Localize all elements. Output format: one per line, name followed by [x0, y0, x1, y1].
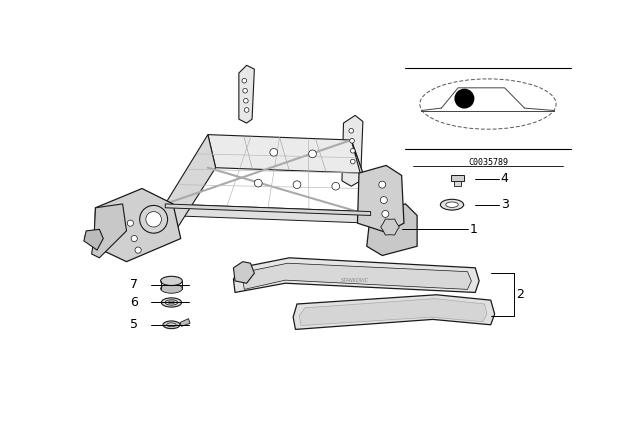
Ellipse shape: [161, 276, 182, 285]
Circle shape: [380, 197, 387, 203]
Text: 2: 2: [516, 288, 524, 301]
Polygon shape: [165, 204, 371, 215]
Circle shape: [332, 182, 340, 190]
Text: 4: 4: [501, 172, 509, 185]
Polygon shape: [243, 263, 472, 289]
Circle shape: [242, 78, 246, 83]
Circle shape: [351, 159, 355, 164]
Ellipse shape: [161, 284, 182, 293]
Text: 6: 6: [131, 296, 138, 309]
Polygon shape: [94, 189, 180, 262]
Circle shape: [254, 179, 262, 187]
Polygon shape: [358, 165, 404, 233]
Circle shape: [351, 148, 355, 153]
Text: 7: 7: [130, 278, 138, 291]
Circle shape: [349, 138, 355, 143]
Circle shape: [308, 150, 316, 158]
Polygon shape: [208, 134, 363, 173]
Circle shape: [293, 181, 301, 189]
Circle shape: [140, 206, 168, 233]
Polygon shape: [293, 295, 495, 329]
Polygon shape: [454, 181, 461, 186]
Polygon shape: [300, 299, 487, 326]
Polygon shape: [367, 204, 417, 255]
Polygon shape: [451, 176, 463, 181]
Ellipse shape: [440, 199, 463, 210]
Circle shape: [243, 88, 248, 93]
Circle shape: [127, 220, 134, 226]
Text: 5: 5: [130, 318, 138, 332]
Text: STANKОVIС: STANKОVIС: [341, 278, 369, 283]
Circle shape: [349, 129, 353, 133]
Polygon shape: [234, 258, 479, 293]
Text: 1: 1: [470, 223, 477, 236]
Polygon shape: [180, 319, 190, 326]
Text: C0035789: C0035789: [468, 158, 508, 167]
Ellipse shape: [446, 202, 458, 207]
Ellipse shape: [165, 300, 178, 305]
Polygon shape: [381, 219, 399, 235]
Polygon shape: [165, 204, 371, 223]
Polygon shape: [92, 204, 127, 258]
Polygon shape: [234, 262, 254, 283]
Polygon shape: [342, 116, 363, 186]
Circle shape: [455, 89, 474, 108]
Circle shape: [382, 211, 389, 217]
Ellipse shape: [161, 298, 182, 307]
Polygon shape: [165, 134, 216, 235]
Text: 3: 3: [501, 198, 509, 211]
Polygon shape: [351, 140, 374, 223]
Circle shape: [146, 211, 161, 227]
Circle shape: [131, 236, 138, 241]
Circle shape: [379, 181, 386, 188]
Polygon shape: [84, 229, 103, 250]
Polygon shape: [239, 65, 254, 123]
Circle shape: [244, 99, 248, 103]
Circle shape: [244, 108, 249, 112]
Ellipse shape: [167, 323, 176, 327]
Ellipse shape: [163, 321, 180, 329]
Circle shape: [135, 247, 141, 253]
Ellipse shape: [168, 301, 175, 304]
Circle shape: [270, 148, 278, 156]
